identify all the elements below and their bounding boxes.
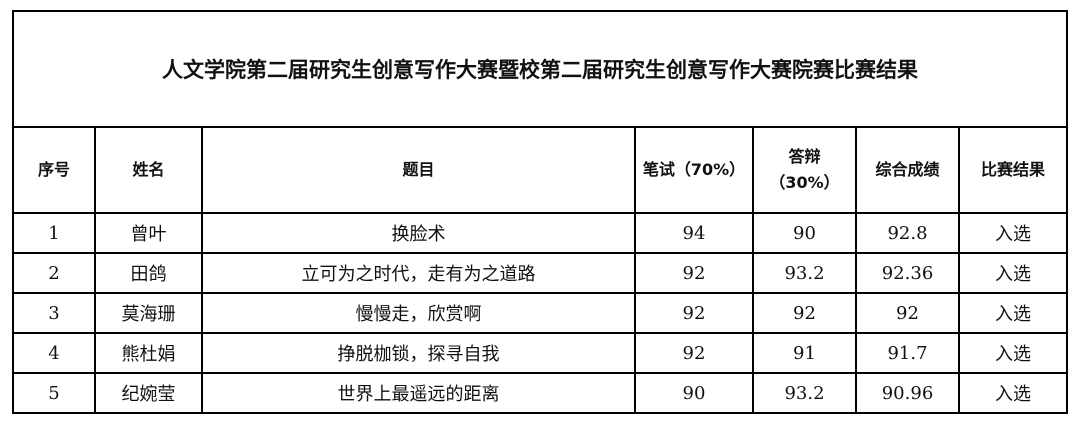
cell-topic: 挣脱枷锁，探寻自我 <box>201 332 636 374</box>
cell-total: 90.96 <box>855 372 960 414</box>
header-topic: 题目 <box>201 126 636 214</box>
cell-result: 入选 <box>957 332 1069 374</box>
cell-written: 92 <box>634 292 754 334</box>
cell-result: 入选 <box>957 292 1069 334</box>
cell-defense: 92 <box>752 292 857 334</box>
cell-name: 纪婉莹 <box>94 372 203 414</box>
table-row: 5 纪婉莹 世界上最遥远的距离 90 93.2 90.96 入选 <box>12 372 1069 414</box>
title-row: 人文学院第二届研究生创意写作大赛暨校第二届研究生创意写作大赛院赛比赛结果 <box>11 10 1069 128</box>
cell-name: 田鸽 <box>94 252 203 294</box>
cell-total: 91.7 <box>855 332 960 374</box>
cell-result: 入选 <box>957 252 1069 294</box>
table-row: 3 莫海珊 慢慢走，欣赏啊 92 92 92 入选 <box>12 292 1069 334</box>
cell-no: 1 <box>12 212 96 254</box>
cell-no: 4 <box>12 332 96 374</box>
cell-written: 94 <box>634 212 754 254</box>
results-table: 人文学院第二届研究生创意写作大赛暨校第二届研究生创意写作大赛院赛比赛结果 序号 … <box>11 10 1069 414</box>
cell-result: 入选 <box>957 372 1069 414</box>
header-name: 姓名 <box>94 126 203 214</box>
cell-defense: 93.2 <box>752 252 857 294</box>
header-total: 综合成绩 <box>855 126 960 214</box>
table-row: 4 熊杜娟 挣脱枷锁，探寻自我 92 91 91.7 入选 <box>12 332 1069 374</box>
cell-no: 3 <box>12 292 96 334</box>
cell-defense: 91 <box>752 332 857 374</box>
cell-no: 5 <box>12 372 96 414</box>
header-defense: 答辩（30%） <box>752 126 857 214</box>
table-row: 1 曾叶 换脸术 94 90 92.8 入选 <box>12 212 1069 254</box>
header-row: 序号 姓名 题目 笔试（70%） 答辩（30%） 综合成绩 比赛结果 <box>12 126 1069 214</box>
cell-result: 入选 <box>957 212 1069 254</box>
cell-defense: 90 <box>752 212 857 254</box>
cell-topic: 世界上最遥远的距离 <box>201 372 636 414</box>
cell-total: 92.8 <box>855 212 960 254</box>
header-result: 比赛结果 <box>957 126 1069 214</box>
header-no: 序号 <box>12 126 96 214</box>
cell-name: 曾叶 <box>94 212 203 254</box>
table-row: 2 田鸽 立可为之时代，走有为之道路 92 93.2 92.36 入选 <box>12 252 1069 294</box>
cell-defense: 93.2 <box>752 372 857 414</box>
cell-written: 92 <box>634 252 754 294</box>
cell-topic: 换脸术 <box>201 212 636 254</box>
cell-name: 莫海珊 <box>94 292 203 334</box>
cell-topic: 立可为之时代，走有为之道路 <box>201 252 636 294</box>
header-written: 笔试（70%） <box>634 126 754 214</box>
cell-no: 2 <box>12 252 96 294</box>
cell-topic: 慢慢走，欣赏啊 <box>201 292 636 334</box>
cell-total: 92 <box>855 292 960 334</box>
cell-name: 熊杜娟 <box>94 332 203 374</box>
cell-written: 90 <box>634 372 754 414</box>
cell-total: 92.36 <box>855 252 960 294</box>
cell-written: 92 <box>634 332 754 374</box>
table-title: 人文学院第二届研究生创意写作大赛暨校第二届研究生创意写作大赛院赛比赛结果 <box>11 10 1069 128</box>
